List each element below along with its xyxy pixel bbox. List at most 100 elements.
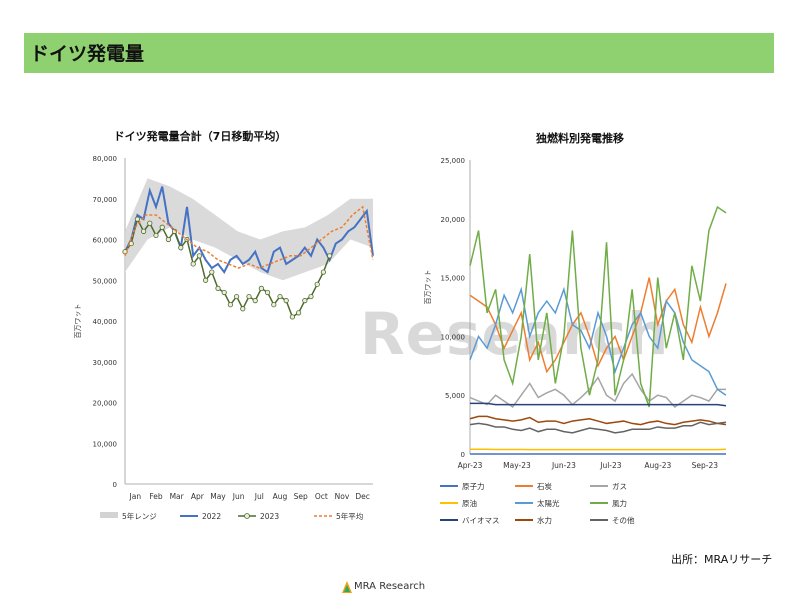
y-tick-label: 60,000 xyxy=(93,237,118,245)
y-tick-label: 50,000 xyxy=(93,277,118,285)
chart-title: ドイツ発電量合計（7日移動平均） xyxy=(114,129,287,143)
x-tick-label: Sep xyxy=(294,492,308,501)
logo-icon xyxy=(342,581,352,593)
title-bar: ドイツ発電量 xyxy=(24,33,774,73)
legend-label: その他 xyxy=(612,515,635,525)
series-2023-point xyxy=(234,293,240,300)
series-2023-point xyxy=(277,293,283,300)
legend-swatch-range xyxy=(100,512,118,518)
x-tick-label: Apr xyxy=(191,492,205,501)
logo-text: MRA Research xyxy=(354,581,426,592)
legend-label: 水力 xyxy=(537,515,552,525)
series-2023-point xyxy=(271,302,277,308)
legend-label: バイオマス xyxy=(462,516,500,525)
legend-label: 原子力 xyxy=(462,481,485,491)
series-2023-point xyxy=(320,269,326,275)
series-line-2023 xyxy=(124,217,331,319)
series-line-太陽光 xyxy=(469,286,727,396)
series-2023-point xyxy=(258,285,264,291)
legend-label: 5年平均 xyxy=(336,511,363,521)
x-tick-label: May-23 xyxy=(503,461,531,470)
series-line-水力 xyxy=(469,415,727,426)
series-2023-point xyxy=(209,269,215,275)
series-2023-point xyxy=(246,293,252,300)
watermark-text: Research xyxy=(360,300,670,368)
y-tick-label: 80,000 xyxy=(93,155,118,163)
series-2023-point xyxy=(289,314,295,320)
legend-label: 5年レンジ xyxy=(122,511,157,521)
x-tick-label: Jan xyxy=(129,492,142,501)
series-2023-point xyxy=(221,289,227,296)
series-line-5年平均 xyxy=(124,205,374,269)
x-tick-label: Jul-23 xyxy=(599,461,622,470)
y-tick-label: 40,000 xyxy=(93,318,118,326)
series-2023-point xyxy=(296,310,302,316)
series-line-石炭 xyxy=(469,277,727,374)
y-tick-label: 0 xyxy=(461,451,465,459)
y-axis-label: 百万ワット xyxy=(424,270,432,305)
x-tick-label: Dec xyxy=(355,492,370,501)
series-line-風力 xyxy=(469,205,727,408)
series-2023-point xyxy=(215,285,221,291)
y-tick-label: 20,000 xyxy=(441,216,466,224)
series-2023-point xyxy=(302,298,308,304)
source-note: 出所：MRAリサーチ xyxy=(671,553,773,566)
y-tick-label: 10,000 xyxy=(93,440,118,448)
fuel-mix-chart: 独燃料別発電推移 0 5,000 10,000 15,000 20,000 25,000 Ap… xyxy=(424,131,727,525)
x-tick-label: Aug xyxy=(273,492,288,501)
series-2023-point xyxy=(196,253,202,259)
series-2023-point xyxy=(227,302,233,308)
series-2023-point xyxy=(308,293,314,300)
series-2023-point xyxy=(265,289,271,296)
x-tick-label: Sep-23 xyxy=(692,461,719,470)
series-2023-point xyxy=(252,298,258,304)
x-tick-label: Nov xyxy=(335,492,350,501)
legend-label: 風力 xyxy=(612,498,627,508)
legend-label: 2022 xyxy=(202,512,221,521)
legend-marker-2023 xyxy=(244,513,250,519)
series-2023-point xyxy=(178,245,184,251)
series-2023-point xyxy=(153,232,159,239)
series-line-その他 xyxy=(469,421,727,434)
series-2023-point xyxy=(141,228,147,234)
x-tick-label: Oct xyxy=(315,492,328,501)
legend-label: 2023 xyxy=(260,512,279,521)
x-tick-label: Jun-23 xyxy=(551,461,576,470)
series-2023-point xyxy=(283,298,289,304)
series-2023-point xyxy=(134,216,141,222)
series-2023-point xyxy=(203,277,209,283)
series-2023-point xyxy=(314,281,320,287)
legend-label: ガス xyxy=(612,481,627,491)
series-2023-point xyxy=(165,236,172,243)
x-tick-label: Mar xyxy=(170,492,185,501)
y-tick-label: 25,000 xyxy=(441,157,466,165)
series-2023-point xyxy=(326,253,333,259)
x-tick-label: Aug-23 xyxy=(644,461,671,470)
x-tick-label: Jul xyxy=(254,492,264,501)
legend-label: 石炭 xyxy=(537,482,552,491)
legend-label: 原油 xyxy=(462,498,477,508)
y-tick-label: 20,000 xyxy=(93,400,118,408)
series-line-ガス xyxy=(469,372,726,408)
x-tick-label: Apr-23 xyxy=(458,461,483,470)
y-axis-label: 百万ワット xyxy=(74,304,82,339)
mra-logo: MRA Research xyxy=(340,578,440,598)
y-tick-label: 10,000 xyxy=(441,333,466,341)
y-tick-label: 0 xyxy=(113,481,117,489)
total-generation-chart: ドイツ発電量合計（7日移動平均） 0 10,000 20,000 30,000 40,00… xyxy=(74,129,374,521)
series-line-バイオマス xyxy=(470,402,727,407)
x-tick-label: Feb xyxy=(149,492,163,501)
y-tick-label: 30,000 xyxy=(93,359,118,367)
series-2023-point xyxy=(159,224,165,230)
page-title: ドイツ発電量 xyxy=(30,43,145,65)
series-2023-point xyxy=(240,306,246,312)
x-tick-label: May xyxy=(210,492,226,501)
legend-label: 太陽光 xyxy=(537,498,560,508)
x-tick-label: Jun xyxy=(232,492,245,501)
series-2023-point xyxy=(147,220,153,226)
y-tick-label: 70,000 xyxy=(93,196,118,204)
chart-title: 独燃料別発電推移 xyxy=(535,131,624,145)
y-tick-label: 5,000 xyxy=(445,392,465,400)
series-2023-point xyxy=(190,261,196,267)
y-tick-label: 15,000 xyxy=(441,275,466,283)
